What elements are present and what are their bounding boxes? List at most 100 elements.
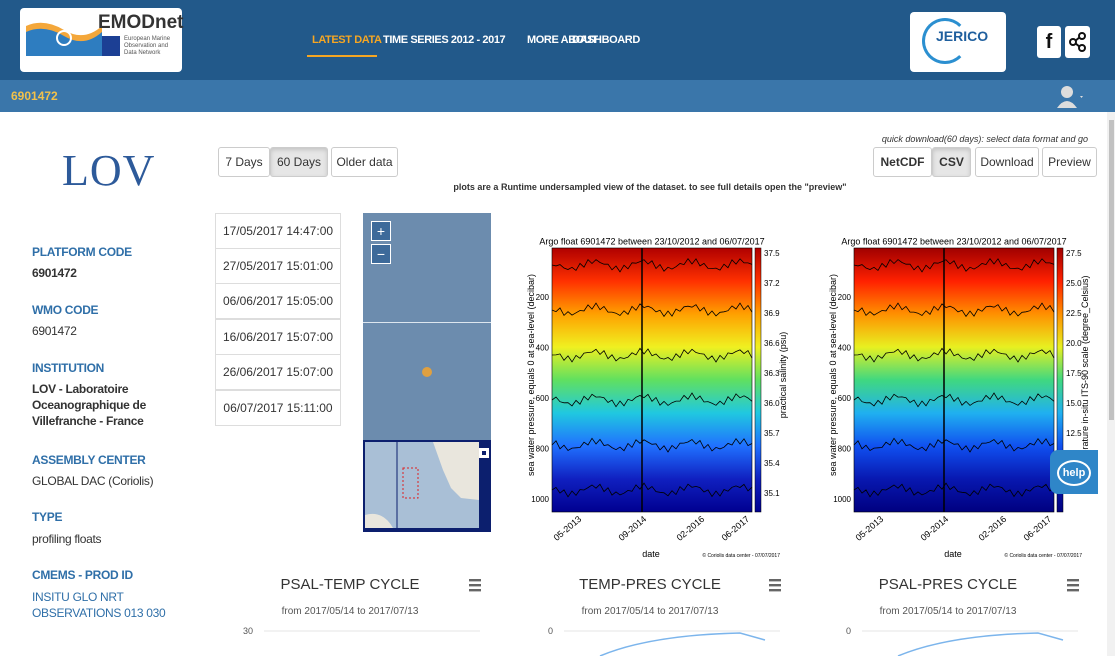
colorbar-tick: 35.7: [764, 429, 780, 438]
y-tick-label: 200: [536, 293, 550, 302]
y-tick-label: 1000: [531, 495, 549, 504]
heatmap-plot: Argo float 6901472 between 23/10/2012 an…: [510, 235, 790, 570]
cycle-axis-label: 0: [846, 626, 851, 636]
chart-menu[interactable]: [1067, 589, 1079, 591]
logo-title: EMODnet: [98, 12, 184, 34]
plot-notice: plots are a Runtime undersampled view of…: [400, 182, 900, 192]
x-tick-label: 06-2017: [1022, 514, 1054, 543]
y-tick-label: 400: [536, 344, 550, 353]
y-tick-label: 800: [838, 445, 852, 454]
help-label: help: [1057, 460, 1091, 486]
chart-menu[interactable]: [469, 584, 481, 586]
field-value: profiling floats: [32, 531, 172, 547]
logo-subtitle: European Marine Observation and Data Net…: [124, 36, 180, 57]
heatmap: [552, 248, 752, 512]
zoom-out[interactable]: −: [371, 244, 391, 264]
map-graticule: [363, 322, 491, 323]
cycle-axis-label: 0: [548, 626, 553, 636]
x-tick-label: 05-2013: [552, 514, 584, 543]
x-tick-label: 05-2013: [854, 514, 886, 543]
page: EMODnet European Marine Observation and …: [0, 0, 1115, 656]
field-label: ASSEMBLY CENTER: [32, 453, 146, 467]
cycle-title: PSAL-PRES CYCLE: [879, 576, 1017, 593]
field-value: LOV - Laboratoire Oceanographique de Vil…: [32, 381, 172, 429]
chart-menu[interactable]: [769, 584, 781, 586]
share-button[interactable]: [1065, 26, 1090, 58]
download-button[interactable]: Download: [975, 147, 1039, 177]
preview-button[interactable]: Preview: [1042, 147, 1097, 177]
colorbar-label: temperature in-situ ITS-90 scale (degree…: [1080, 275, 1090, 474]
colorbar-label: practical salinity (psu): [778, 332, 788, 419]
y-tick-label: 600: [838, 394, 852, 403]
y-tick-label: 400: [838, 344, 852, 353]
older-button[interactable]: Older data: [331, 147, 398, 177]
help-button[interactable]: help: [1050, 450, 1098, 494]
x-axis-label: date: [642, 549, 660, 559]
field-label: CMEMS - PROD ID: [32, 568, 133, 582]
x-axis-label: date: [944, 549, 962, 559]
scrollbar-thumb[interactable]: [1109, 120, 1114, 420]
field-value[interactable]: INSITU GLO NRT OBSERVATIONS 013 030: [32, 589, 172, 621]
colorbar-tick: 36.9: [764, 309, 780, 318]
field-label: PLATFORM CODE: [32, 245, 132, 259]
cycle-title: PSAL-TEMP CYCLE: [281, 576, 420, 593]
subheader: [0, 80, 1115, 112]
x-tick-label: 02-2016: [675, 514, 707, 543]
logo-wave: [24, 16, 102, 64]
y-axis-label: sea water pressure, equals 0 at sea-leve…: [828, 274, 838, 476]
date-row[interactable]: 06/06/2017 15:05:00: [215, 283, 341, 319]
format-button[interactable]: NetCDF: [873, 147, 932, 177]
chart-menu[interactable]: [769, 589, 781, 591]
colorbar-tick: 35.4: [764, 459, 780, 468]
chart-menu[interactable]: [469, 579, 481, 581]
heatmap-plot: Argo float 6901472 between 23/10/2012 an…: [812, 235, 1102, 570]
nav-link[interactable]: LATEST DATA: [312, 34, 382, 46]
nav-underline: [307, 55, 377, 57]
cycle-curve: [600, 633, 765, 656]
chart-menu[interactable]: [469, 589, 481, 591]
zoom-in[interactable]: +: [371, 221, 391, 241]
date-row[interactable]: 27/05/2017 15:01:00: [215, 248, 341, 284]
jerico-logo[interactable]: JERICO: [910, 12, 1006, 72]
cycle-curve: [898, 633, 1063, 656]
x-tick-label: 02-2016: [977, 514, 1009, 543]
cycle-axis-label: 30: [243, 626, 253, 636]
colorbar-tick: 37.2: [764, 279, 780, 288]
range-tab[interactable]: 7 Days: [218, 147, 270, 177]
field-label: WMO CODE: [32, 303, 98, 317]
date-row[interactable]: 16/06/2017 15:07:00: [215, 319, 341, 355]
jerico-text: JERICO: [936, 28, 988, 44]
colorbar-tick: 35.1: [764, 489, 780, 498]
chart-menu[interactable]: [1067, 584, 1079, 586]
x-tick-label: 09-2014: [919, 514, 951, 543]
colorbar-tick: 27.5: [1066, 249, 1082, 258]
facebook-button[interactable]: f: [1037, 26, 1061, 58]
cycle-subtitle: from 2017/05/14 to 2017/07/13: [880, 606, 1017, 617]
float-marker[interactable]: [422, 367, 432, 377]
cycle-charts: PSAL-TEMP CYCLE from 2017/05/14 to 2017/0…: [180, 565, 1100, 656]
plot-title: Argo float 6901472 between 23/10/2012 an…: [841, 236, 1066, 246]
cycle-title: TEMP-PRES CYCLE: [579, 576, 721, 593]
y-tick-label: 1000: [833, 495, 851, 504]
nav-link[interactable]: TIME SERIES 2012 - 2017: [383, 34, 505, 46]
chart-menu[interactable]: [1067, 579, 1079, 581]
emodnet-logo[interactable]: EMODnet European Marine Observation and …: [20, 8, 182, 72]
field-value: GLOBAL DAC (Coriolis): [32, 473, 172, 489]
cycle-subtitle: from 2017/05/14 to 2017/07/13: [282, 606, 419, 617]
user-icon[interactable]: [1055, 84, 1085, 110]
date-row[interactable]: 26/06/2017 15:07:00: [215, 354, 341, 390]
colorbar-tick: 37.5: [764, 249, 780, 258]
format-button[interactable]: CSV: [932, 147, 971, 177]
date-row[interactable]: 06/07/2017 15:11:00: [215, 390, 341, 426]
plot-credit: © Coriolis data center - 07/07/2017: [702, 552, 780, 559]
field-value: 6901472: [32, 265, 172, 281]
colorbar: [755, 248, 761, 512]
platform-id: 6901472: [11, 89, 58, 103]
range-tab[interactable]: 60 Days: [270, 147, 328, 177]
y-tick-label: 600: [536, 394, 550, 403]
chart-menu[interactable]: [769, 579, 781, 581]
overview-map: [363, 440, 491, 532]
nav-link[interactable]: DASHBOARD: [572, 34, 640, 46]
plot-credit: © Coriolis data center - 07/07/2017: [1004, 552, 1082, 559]
date-row[interactable]: 17/05/2017 14:47:00: [215, 213, 341, 249]
